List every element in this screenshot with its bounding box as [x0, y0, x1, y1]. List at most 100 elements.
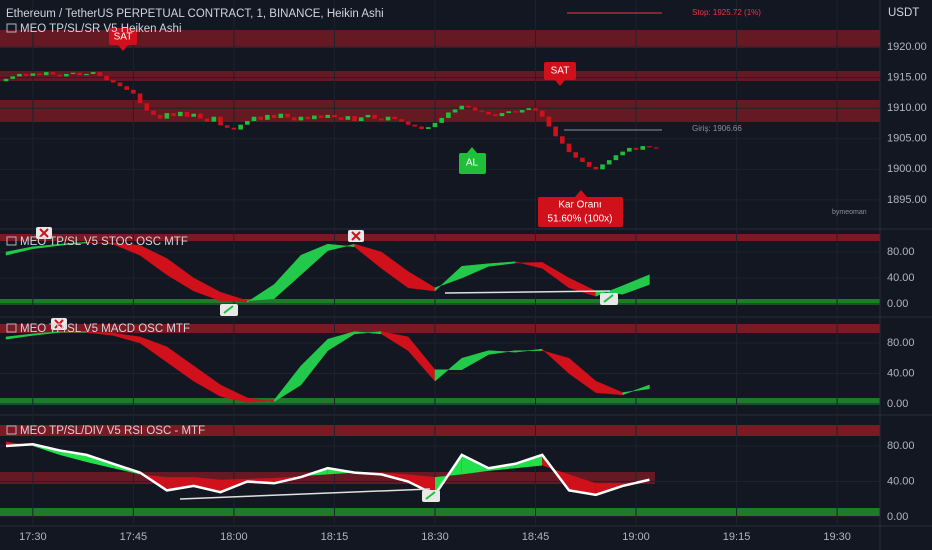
candle [358, 117, 364, 122]
candle [573, 152, 579, 158]
watermark: bymeoman [832, 209, 867, 216]
candle [291, 117, 297, 121]
candle [385, 116, 391, 121]
y-tick-label: 40.00 [887, 272, 915, 284]
candle [70, 72, 76, 74]
profit-value: 51.60% (100x) [547, 214, 612, 225]
buy-label: AL [466, 158, 479, 169]
y-tick-label: 0.00 [887, 511, 908, 523]
y-tick-label: 80.00 [887, 246, 915, 258]
candle [30, 73, 36, 76]
rsi-fill [461, 454, 489, 475]
y-tick-label: 1910.00 [887, 102, 927, 114]
chart-title: Ethereum / TetherUS PERPETUAL CONTRACT, … [6, 8, 384, 20]
candle [566, 143, 572, 153]
candle [546, 116, 552, 127]
zones [0, 30, 880, 516]
overbought-zone [0, 324, 880, 333]
candle [633, 147, 639, 150]
candle [23, 73, 29, 76]
candle [399, 119, 404, 122]
candle [131, 89, 136, 94]
candle [459, 105, 465, 110]
candle [77, 72, 83, 76]
candle [372, 114, 377, 119]
stop-label: Stop: 1925.72 (1%) [692, 8, 761, 17]
candle [97, 72, 103, 76]
ribbon-segment [622, 384, 650, 396]
candle [600, 164, 605, 170]
indicator-icon [6, 236, 17, 246]
candle [157, 114, 163, 119]
candle [526, 108, 532, 111]
candle [90, 72, 96, 74]
y-tick-label: 80.00 [887, 440, 915, 452]
x-tick-label: 18:30 [421, 531, 449, 543]
oversold-zone [0, 299, 880, 305]
sell-label: SAT [551, 66, 570, 77]
candle [425, 127, 431, 129]
candle [238, 124, 243, 130]
candle [43, 72, 49, 76]
candle [64, 73, 69, 77]
signal-icons [36, 227, 618, 502]
indicator-icon [6, 323, 17, 333]
oversold-zone [0, 398, 880, 405]
candle [10, 76, 16, 79]
candle [37, 73, 42, 76]
overbought-zone [0, 234, 880, 241]
candle [305, 116, 310, 120]
y-tick-label: 40.00 [887, 367, 915, 379]
candle [298, 116, 304, 121]
candle [177, 111, 183, 117]
candle [211, 116, 217, 122]
candle [405, 121, 411, 125]
divergence-line [179, 488, 431, 500]
candle [513, 111, 518, 113]
candle [446, 112, 451, 118]
candle [432, 122, 438, 128]
candle [184, 111, 190, 117]
candle [325, 114, 331, 118]
x-tick-label: 18:00 [220, 531, 248, 543]
candle [472, 107, 478, 111]
candle [466, 105, 471, 108]
candle [392, 116, 398, 120]
rsi-fill [59, 450, 87, 462]
candle [224, 125, 230, 128]
candle [506, 111, 511, 114]
resistance-zone [0, 30, 880, 48]
entry-label: Giriş: 1906.66 [692, 124, 742, 133]
candle [620, 151, 625, 156]
cross-mark [39, 228, 49, 238]
rsi-fill [569, 474, 596, 495]
sell-label: SAT [114, 32, 133, 43]
pane-title: MEO TP/SL V5 MACD OSC MTF [20, 323, 190, 335]
candle [593, 166, 599, 170]
candle [171, 113, 176, 117]
candle [164, 113, 170, 119]
candle [84, 73, 89, 76]
candle [318, 115, 324, 118]
rsi-fill [193, 477, 221, 493]
candle [258, 116, 264, 120]
candle [560, 136, 565, 144]
candle [499, 113, 505, 117]
candle [345, 116, 351, 120]
resistance-zone [0, 100, 880, 122]
candle [3, 78, 9, 82]
y-tick-label: 80.00 [887, 337, 915, 349]
sell-pointer [118, 45, 128, 51]
y-tick-label: 1905.00 [887, 133, 927, 145]
x-tick-label: 18:15 [321, 531, 349, 543]
candle [245, 121, 250, 125]
candle [110, 80, 116, 83]
oversold-zone [0, 508, 880, 516]
profit-badge [538, 197, 623, 227]
candle [57, 74, 62, 77]
candle [104, 75, 109, 81]
candle [539, 110, 545, 117]
candle [251, 116, 257, 122]
